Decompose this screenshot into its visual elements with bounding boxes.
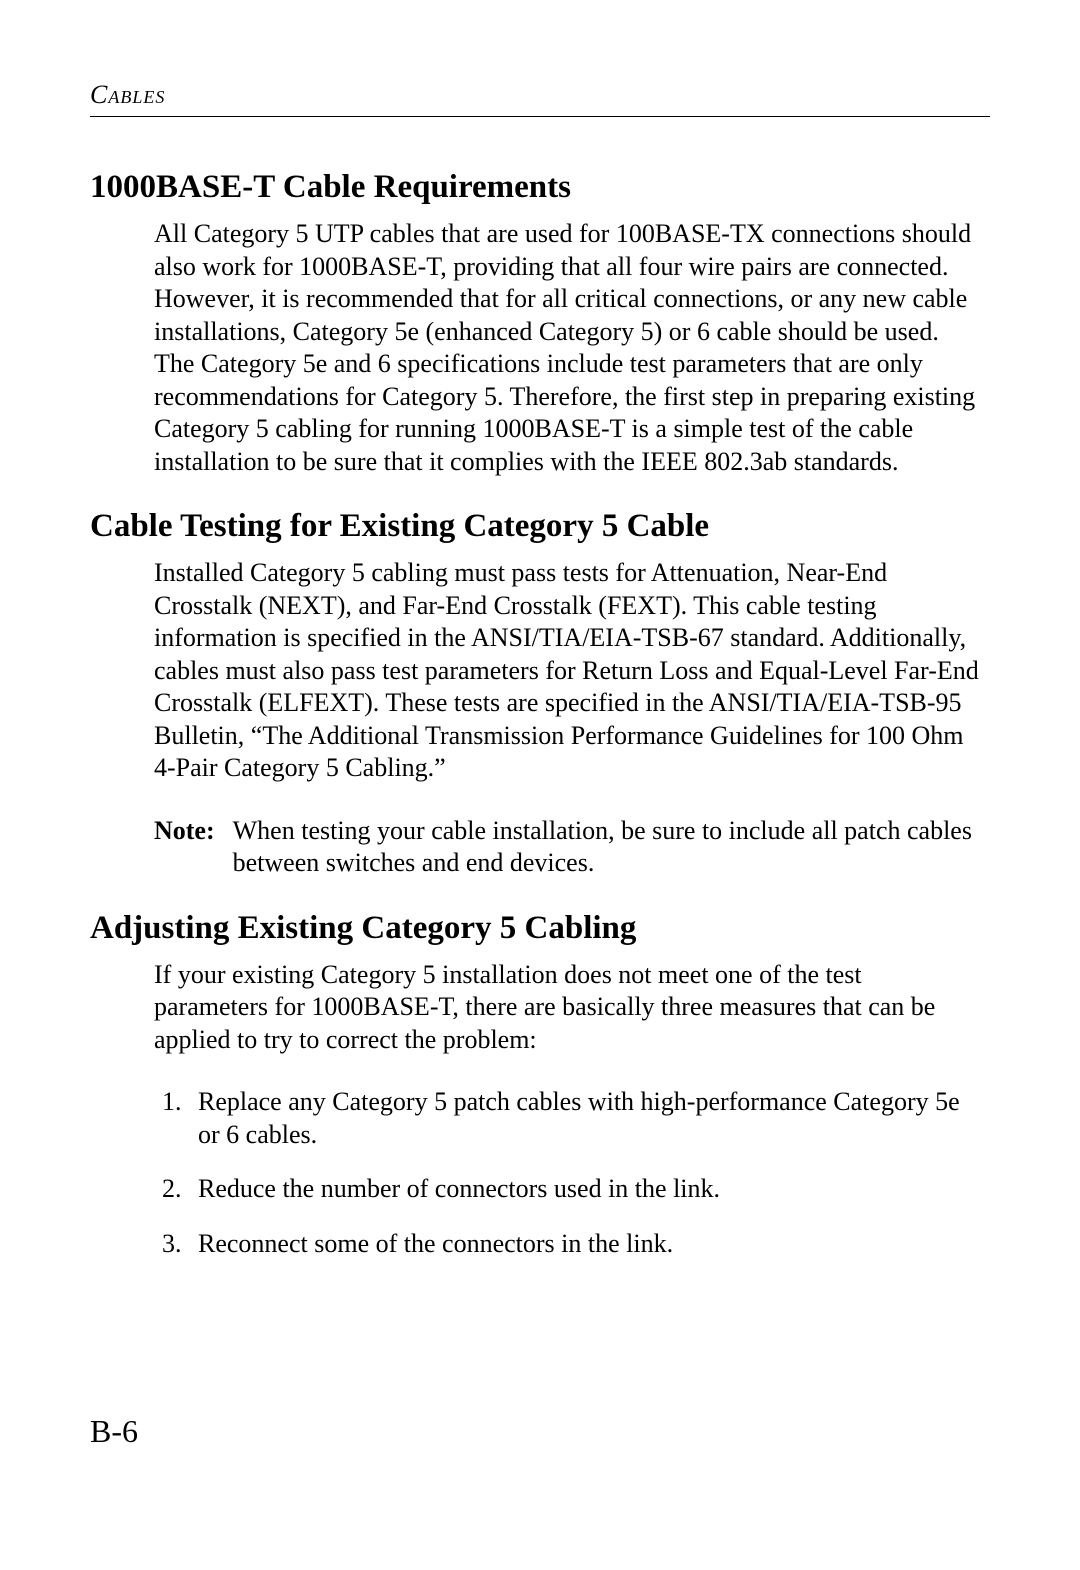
section-body: Installed Category 5 cabling must pass t…	[154, 557, 980, 880]
page-number: B-6	[90, 1413, 138, 1450]
section-heading: 1000BASE-T Cable Requirements	[90, 169, 990, 206]
document-page: Cables 1000BASE-T Cable Requirements All…	[0, 0, 1080, 1570]
note-block: Note: When testing your cable installati…	[154, 815, 980, 880]
running-head: Cables	[90, 80, 990, 110]
section-body: If your existing Category 5 installation…	[154, 959, 980, 1261]
list-item: Reduce the number of connectors used in …	[188, 1173, 980, 1206]
section-body: All Category 5 UTP cables that are used …	[154, 218, 980, 478]
list-item: Replace any Category 5 patch cables with…	[188, 1086, 980, 1151]
body-paragraph: Installed Category 5 cabling must pass t…	[154, 557, 980, 785]
note-label: Note:	[154, 815, 233, 880]
header-rule	[90, 116, 990, 117]
section-heading: Adjusting Existing Category 5 Cabling	[90, 910, 990, 947]
note-text: When testing your cable installation, be…	[233, 815, 980, 880]
body-paragraph: If your existing Category 5 installation…	[154, 959, 980, 1057]
list-item: Reconnect some of the connectors in the …	[188, 1228, 980, 1261]
section-heading: Cable Testing for Existing Category 5 Ca…	[90, 508, 990, 545]
body-paragraph: All Category 5 UTP cables that are used …	[154, 218, 980, 478]
numbered-list: Replace any Category 5 patch cables with…	[154, 1086, 980, 1260]
